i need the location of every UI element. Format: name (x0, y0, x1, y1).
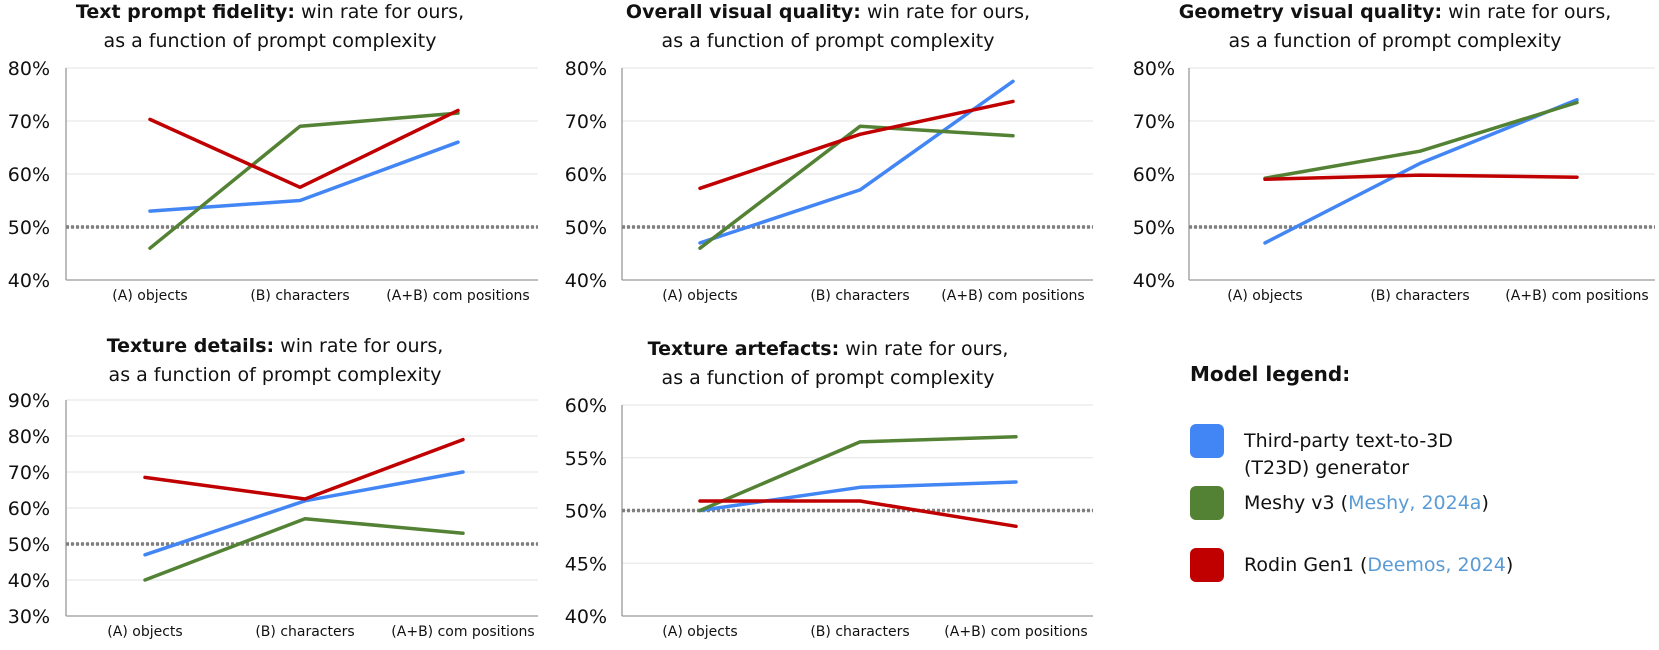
x-tick-label: (A+B) com positions (944, 624, 1087, 640)
y-tick-label: 40% (565, 270, 607, 292)
y-tick-label: 45% (565, 553, 607, 575)
y-tick-label: 60% (565, 164, 607, 186)
x-tick-label: (B) characters (1370, 288, 1469, 304)
legend-t23d-line1: Third-party text-to-3D (1244, 430, 1453, 452)
chart-2: Overall visual quality: win rate for our… (565, 1, 1093, 304)
x-tick-label: (B) characters (810, 288, 909, 304)
chart-title: Geometry visual quality: win rate for ou… (1179, 1, 1612, 23)
chart-title-rest: win rate for ours, (861, 1, 1030, 23)
series-line-green (1263, 100, 1579, 180)
y-tick-label: 60% (8, 164, 50, 186)
chart-title-bold: Texture details: (107, 335, 274, 357)
legend-swatch-green (1190, 486, 1224, 520)
chart-subtitle: as a function of prompt complexity (1229, 30, 1562, 52)
legend-item-meshy: Meshy v3 (Meshy, 2024a) (1190, 486, 1650, 552)
y-tick-label: 55% (565, 448, 607, 470)
chart-title-rest: win rate for ours, (1442, 1, 1611, 23)
legend-item-t23d: Third-party text-to-3D (T23D) generator (1190, 424, 1650, 490)
y-tick-label: 40% (1133, 270, 1175, 292)
x-tick-label: (A) objects (107, 624, 182, 640)
x-tick-label: (A+B) com positions (1505, 288, 1648, 304)
y-tick-label: 60% (1133, 164, 1175, 186)
x-tick-label: (A) objects (1227, 288, 1302, 304)
chart-subtitle: as a function of prompt complexity (662, 367, 995, 389)
y-tick-label: 40% (565, 606, 607, 628)
series-line-green (698, 124, 1015, 250)
series-line-red (148, 108, 460, 190)
chart-title: Texture artefacts: win rate for ours, (648, 338, 1009, 360)
chart-title-rest: win rate for ours, (295, 1, 464, 23)
model-legend: Model legend: Third-party text-to-3D (T2… (1190, 362, 1650, 614)
y-tick-label: 40% (8, 270, 50, 292)
legend-rodin-citation-link[interactable]: Deemos, 2024 (1367, 554, 1506, 576)
x-tick-label: (A) objects (662, 624, 737, 640)
legend-meshy-close: ) (1481, 492, 1489, 514)
chart-title-bold: Geometry visual quality: (1179, 1, 1442, 23)
y-tick-label: 70% (565, 111, 607, 133)
y-tick-label: 50% (1133, 217, 1175, 239)
series-line-blue (143, 470, 465, 557)
legend-swatch-red (1190, 548, 1224, 582)
x-tick-label: (A+B) com positions (391, 624, 534, 640)
x-tick-label: (B) characters (255, 624, 354, 640)
y-tick-label: 70% (8, 111, 50, 133)
x-tick-label: (A+B) com positions (386, 288, 529, 304)
legend-meshy-citation-link[interactable]: Meshy, 2024a (1348, 492, 1482, 514)
y-tick-label: 60% (565, 395, 607, 417)
chart-4: Texture details: win rate for ours, as a … (8, 335, 538, 640)
legend-meshy-label: Meshy v3 ( (1244, 492, 1349, 514)
legend-item-rodin: Rodin Gen1 (Deemos, 2024) (1190, 548, 1650, 614)
x-tick-label: (A) objects (662, 288, 737, 304)
legend-rodin-label: Rodin Gen1 ( (1244, 554, 1368, 576)
y-tick-label: 40% (8, 570, 50, 592)
legend-t23d-line2: (T23D) generator (1244, 457, 1410, 479)
x-tick-label: (A) objects (112, 288, 187, 304)
chart-title: Texture details: win rate for ours, (107, 335, 444, 357)
chart-title-rest: win rate for ours, (274, 335, 443, 357)
chart-title-bold: Overall visual quality: (626, 1, 861, 23)
series-line-blue (698, 79, 1015, 245)
series-line-red (698, 499, 1018, 529)
series-line-green (143, 517, 465, 582)
y-tick-label: 80% (8, 426, 50, 448)
series-line-blue (148, 140, 460, 213)
x-tick-label: (B) characters (250, 288, 349, 304)
y-tick-label: 90% (8, 390, 50, 412)
y-tick-label: 50% (565, 217, 607, 239)
y-tick-label: 70% (8, 462, 50, 484)
chart-5: Texture artefacts: win rate for ours, as … (565, 338, 1093, 640)
y-tick-label: 80% (1133, 58, 1175, 80)
legend-title: Model legend: (1190, 362, 1351, 386)
chart-subtitle: as a function of prompt complexity (662, 30, 995, 52)
chart-title: Overall visual quality: win rate for our… (626, 1, 1030, 23)
y-tick-label: 70% (1133, 111, 1175, 133)
series-line-green (698, 434, 1018, 513)
y-tick-label: 50% (565, 501, 607, 523)
chart-1: Text prompt fidelity: win rate for ours,… (8, 1, 538, 304)
chart-title: Text prompt fidelity: win rate for ours, (76, 1, 464, 23)
chart-3: Geometry visual quality: win rate for ou… (1133, 1, 1655, 304)
series-line-blue (1263, 98, 1579, 245)
y-tick-label: 80% (565, 58, 607, 80)
chart-title-rest: win rate for ours, (839, 338, 1008, 360)
series-line-green (148, 111, 460, 250)
x-tick-label: (B) characters (810, 624, 909, 640)
y-tick-label: 30% (8, 606, 50, 628)
y-tick-label: 50% (8, 534, 50, 556)
chart-title-bold: Text prompt fidelity: (76, 1, 295, 23)
series-line-red (1263, 173, 1579, 182)
series-line-red (698, 99, 1015, 191)
y-tick-label: 80% (8, 58, 50, 80)
legend-rodin-close: ) (1505, 554, 1514, 576)
y-tick-label: 60% (8, 498, 50, 520)
series-line-red (143, 437, 465, 501)
chart-subtitle: as a function of prompt complexity (104, 30, 437, 52)
series-line-blue (698, 480, 1018, 513)
chart-title-bold: Texture artefacts: (648, 338, 840, 360)
chart-subtitle: as a function of prompt complexity (109, 364, 442, 386)
legend-swatch-blue (1190, 424, 1224, 458)
x-tick-label: (A+B) com positions (941, 288, 1084, 304)
y-tick-label: 50% (8, 217, 50, 239)
